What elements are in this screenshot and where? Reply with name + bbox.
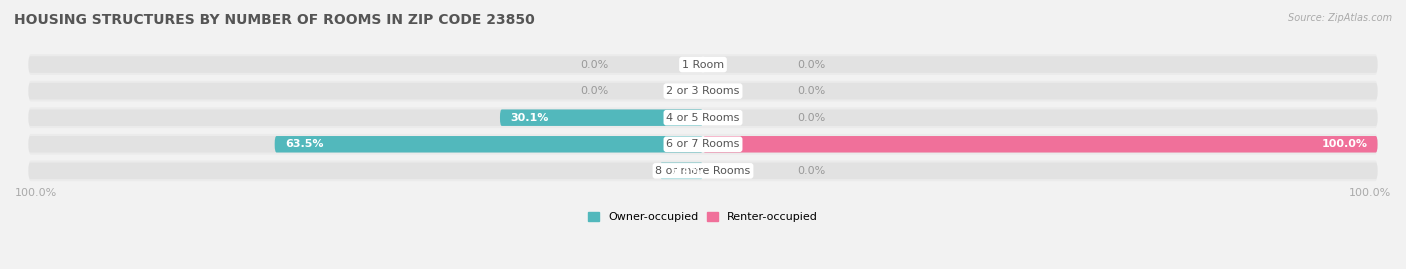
FancyBboxPatch shape [501,109,703,126]
FancyBboxPatch shape [703,109,1378,126]
FancyBboxPatch shape [703,56,1378,73]
Text: 6.4%: 6.4% [669,166,702,176]
Text: 0.0%: 0.0% [797,113,825,123]
Text: 100.0%: 100.0% [15,188,58,198]
Text: 0.0%: 0.0% [797,59,825,70]
Text: 100.0%: 100.0% [1348,188,1391,198]
FancyBboxPatch shape [703,136,1378,153]
FancyBboxPatch shape [28,134,1378,155]
FancyBboxPatch shape [28,56,703,73]
FancyBboxPatch shape [274,136,703,153]
FancyBboxPatch shape [659,162,703,179]
FancyBboxPatch shape [28,81,1378,101]
Text: HOUSING STRUCTURES BY NUMBER OF ROOMS IN ZIP CODE 23850: HOUSING STRUCTURES BY NUMBER OF ROOMS IN… [14,13,534,27]
Text: 4 or 5 Rooms: 4 or 5 Rooms [666,113,740,123]
Text: 63.5%: 63.5% [285,139,323,149]
Text: 0.0%: 0.0% [797,86,825,96]
Text: 0.0%: 0.0% [581,86,609,96]
Text: 1 Room: 1 Room [682,59,724,70]
FancyBboxPatch shape [28,109,703,126]
FancyBboxPatch shape [703,162,1378,179]
FancyBboxPatch shape [28,83,703,99]
Text: Source: ZipAtlas.com: Source: ZipAtlas.com [1288,13,1392,23]
FancyBboxPatch shape [28,107,1378,128]
Text: 30.1%: 30.1% [510,113,548,123]
Legend: Owner-occupied, Renter-occupied: Owner-occupied, Renter-occupied [588,211,818,222]
Text: 0.0%: 0.0% [797,166,825,176]
Text: 6 or 7 Rooms: 6 or 7 Rooms [666,139,740,149]
Text: 8 or more Rooms: 8 or more Rooms [655,166,751,176]
FancyBboxPatch shape [703,136,1378,153]
FancyBboxPatch shape [703,83,1378,99]
FancyBboxPatch shape [28,161,1378,181]
FancyBboxPatch shape [28,54,1378,75]
FancyBboxPatch shape [28,162,703,179]
Text: 100.0%: 100.0% [1322,139,1368,149]
Text: 0.0%: 0.0% [581,59,609,70]
Text: 2 or 3 Rooms: 2 or 3 Rooms [666,86,740,96]
FancyBboxPatch shape [28,136,703,153]
